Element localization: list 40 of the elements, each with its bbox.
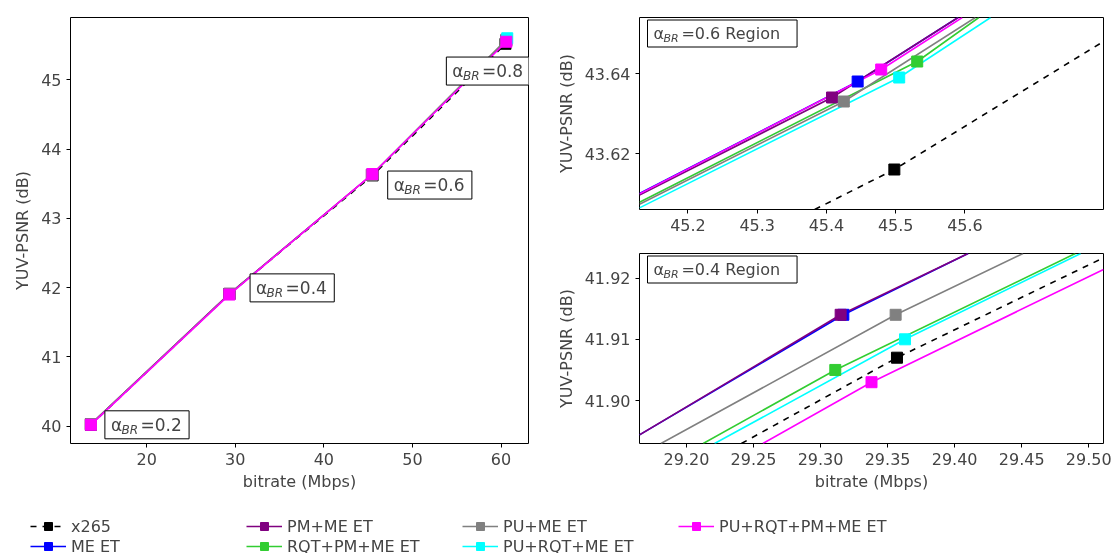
y-axis-title: YUV-PSNR (dB) bbox=[13, 171, 33, 291]
y-tick-label: 44 bbox=[41, 140, 62, 160]
x-tick-label: 45.2 bbox=[670, 215, 706, 235]
x-tick-label: 30 bbox=[225, 449, 246, 469]
x-tick-label: 45.3 bbox=[739, 215, 776, 235]
x-axis-title: bitrate (Mbps) bbox=[814, 471, 929, 491]
y-tick-label: 41.90 bbox=[584, 391, 631, 411]
x-tick-label: 50 bbox=[402, 449, 423, 469]
x-tick-label: 60 bbox=[490, 449, 512, 469]
legend-label: RQT+PM+ME ET bbox=[287, 536, 421, 553]
y-tick-label: 42 bbox=[41, 278, 62, 298]
x-tick-label: 29.30 bbox=[797, 449, 844, 469]
x-tick-label: 20 bbox=[136, 449, 157, 469]
y-tick-label: 43.62 bbox=[584, 144, 631, 164]
x-tick-label: 45.6 bbox=[947, 215, 983, 235]
y-tick-label: 45 bbox=[41, 70, 62, 90]
x-tick-label: 45.4 bbox=[808, 215, 845, 235]
legend-label: PU+ME ET bbox=[503, 516, 588, 536]
x-tick-label: 29.20 bbox=[663, 449, 710, 469]
y-axis-title: YUV-PSNR (dB) bbox=[556, 289, 576, 409]
y-tick-label: 40 bbox=[41, 417, 62, 437]
x-tick-label: 29.25 bbox=[730, 449, 777, 469]
y-tick-label: 41 bbox=[41, 347, 62, 367]
y-tick-label: 41.92 bbox=[584, 269, 631, 289]
y-tick-label: 43 bbox=[41, 209, 62, 229]
x-tick-label: 29.50 bbox=[1065, 449, 1112, 469]
y-tick-label: 43.64 bbox=[584, 64, 631, 84]
legend-label: ME ET bbox=[71, 536, 121, 553]
x-tick-label: 29.40 bbox=[931, 449, 978, 469]
legend-label: PM+ME ET bbox=[287, 516, 374, 536]
x-tick-label: 45.5 bbox=[877, 215, 914, 235]
legend-label: PU+RQT+PM+ME ET bbox=[719, 516, 888, 536]
legend-label: PU+RQT+ME ET bbox=[503, 536, 635, 553]
x-tick-label: 29.45 bbox=[998, 449, 1045, 469]
x-tick-label: 29.35 bbox=[864, 449, 911, 469]
legend-label: x265 bbox=[71, 516, 112, 536]
y-axis-title: YUV-PSNR (dB) bbox=[556, 54, 576, 174]
x-axis-title: bitrate (Mbps) bbox=[242, 471, 357, 491]
y-tick-label: 41.91 bbox=[584, 330, 631, 350]
x-tick-label: 40 bbox=[313, 449, 335, 469]
